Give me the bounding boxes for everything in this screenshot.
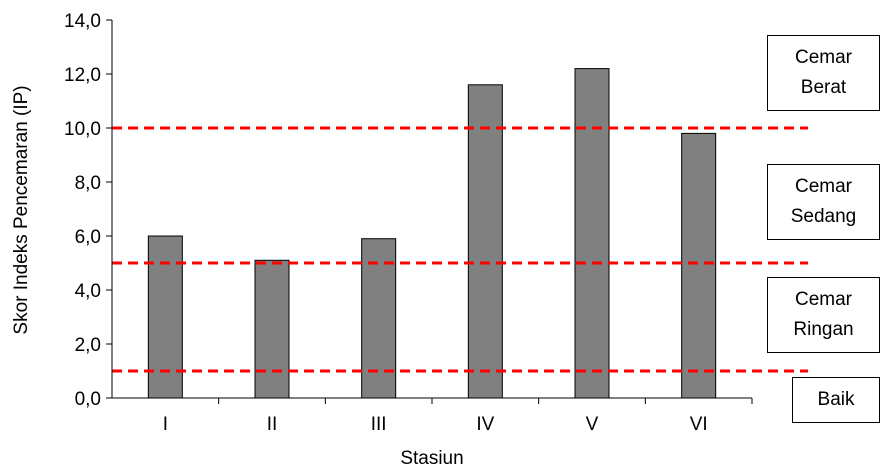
x-tick-label: III	[371, 414, 387, 435]
category-label-cemar-sedang: Cemar Sedang	[790, 176, 857, 227]
x-axis-label: Stasiun	[400, 448, 463, 467]
y-tick-label: 6,0	[75, 227, 101, 248]
x-tick-label: II	[267, 414, 278, 435]
category-box-cemar-ringan: Cemar Ringan	[767, 277, 880, 353]
y-tick-label: 10,0	[64, 119, 101, 140]
x-tick-label: IV	[476, 414, 494, 435]
bar	[574, 68, 610, 399]
y-tick-label: 12,0	[64, 65, 101, 86]
bar	[467, 84, 503, 399]
category-label-baik: Baik	[817, 389, 855, 410]
y-tick-label: 4,0	[75, 281, 101, 302]
y-axis-label: Skor Indeks Pencemaran (IP)	[11, 85, 32, 334]
category-box-cemar-berat: Cemar Berat	[767, 35, 880, 111]
category-label-cemar-berat: Cemar Berat	[794, 47, 852, 98]
category-box-cemar-sedang: Cemar Sedang	[767, 164, 880, 240]
x-tick-label: I	[163, 414, 168, 435]
bar	[254, 259, 290, 399]
category-box-baik: Baik	[792, 377, 880, 423]
y-tick-label: 8,0	[75, 173, 101, 194]
x-tick-label: V	[586, 414, 599, 435]
bar	[147, 235, 183, 399]
y-tick-label: 14,0	[64, 11, 101, 32]
x-tick-label: VI	[690, 414, 708, 435]
y-tick-label: 0,0	[75, 389, 101, 410]
category-label-cemar-ringan: Cemar Ringan	[793, 289, 854, 340]
bar	[681, 132, 717, 399]
y-tick-label: 2,0	[75, 335, 101, 356]
